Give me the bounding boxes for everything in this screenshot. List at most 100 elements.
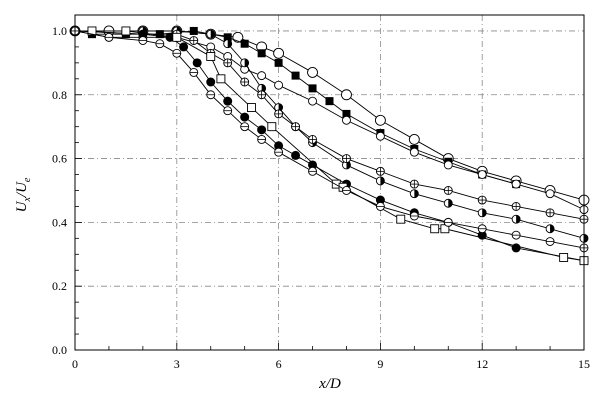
data-point-open-circle	[409, 147, 419, 157]
y-tick-label: 0.0	[52, 343, 67, 357]
x-tick-label: 6	[276, 357, 282, 371]
data-point-circle-plus	[545, 208, 555, 218]
data-point-open-circle	[342, 115, 351, 125]
y-tick-label: 1.0	[52, 24, 67, 38]
marker-half-fill	[380, 176, 385, 185]
data-point-circle-plus	[342, 154, 351, 164]
data-series	[69, 25, 590, 266]
data-point-half-filled-circle	[240, 58, 250, 68]
data-point-filled-square	[274, 58, 283, 67]
data-point-circle-plus	[308, 134, 317, 144]
data-point-circle-plus	[375, 166, 385, 176]
marker-circle	[274, 80, 284, 90]
data-point-open-circle	[341, 89, 352, 101]
data-point-open-square	[430, 224, 440, 234]
y-tick-label: 0.2	[52, 279, 67, 293]
data-point-circle-minus	[443, 217, 453, 227]
x-tick-label: 9	[377, 357, 383, 371]
data-point-filled-circle	[257, 125, 267, 135]
data-point-circle-minus	[189, 67, 199, 77]
data-point-open-circle	[374, 114, 386, 126]
series-line	[74, 30, 585, 249]
marker-circle	[545, 189, 555, 199]
data-point-circle-minus	[172, 48, 182, 58]
data-point-half-filled-circle	[274, 103, 284, 112]
series-4	[70, 26, 589, 243]
marker-circle	[375, 131, 385, 141]
marker-half-fill	[244, 58, 249, 67]
data-point-circle-minus	[138, 36, 148, 45]
series-6	[70, 26, 589, 266]
data-point-open-square	[206, 52, 216, 61]
data-point-half-filled-circle	[443, 198, 453, 208]
series-2	[87, 26, 521, 189]
data-point-circle-plus	[223, 58, 233, 68]
data-point-circle-minus	[274, 147, 284, 157]
data-point-open-circle	[477, 170, 487, 179]
marker-circle	[409, 147, 419, 157]
data-point-circle-plus	[274, 109, 284, 119]
data-point-filled-square	[240, 39, 249, 48]
data-point-circle-minus	[206, 90, 216, 100]
y-axis-label: Ux/Ue	[14, 177, 33, 212]
y-tick-label: 0.8	[52, 88, 67, 102]
x-tick-label: 12	[476, 357, 488, 371]
data-point-circle-minus	[375, 201, 385, 211]
data-point-open-circle	[545, 189, 555, 199]
x-tick-label: 3	[174, 357, 180, 371]
data-point-filled-square	[291, 71, 300, 80]
data-point-filled-circle	[165, 32, 175, 42]
data-point-open-square	[216, 74, 226, 84]
data-point-circle-minus	[257, 134, 267, 144]
x-tick-labels: 0 3 6 9 12 15	[72, 357, 590, 371]
data-point-circle-minus	[240, 122, 250, 132]
data-point-circle-plus	[189, 36, 199, 45]
data-point-circle-plus	[477, 195, 487, 205]
data-point-half-filled-circle	[375, 176, 385, 186]
series-8	[70, 26, 589, 253]
series-7	[87, 26, 589, 266]
marker-circle	[374, 114, 386, 126]
data-point-filled-circle	[138, 29, 148, 39]
data-point-half-filled-circle	[409, 189, 419, 199]
data-point-circle-minus	[155, 39, 165, 49]
data-point-open-square	[559, 253, 569, 262]
data-point-open-circle	[273, 47, 285, 59]
marker-half-fill	[278, 103, 283, 112]
marker-circle	[308, 96, 317, 106]
marker-circle	[257, 71, 267, 81]
data-point-open-circle	[408, 133, 420, 145]
data-point-open-square	[121, 26, 131, 36]
x-axis-label: x/D	[318, 376, 341, 392]
marker-circle	[342, 115, 351, 125]
marker-half-fill	[346, 160, 351, 169]
data-point-filled-square	[189, 26, 198, 35]
marker-half-fill	[414, 189, 419, 198]
series-line	[74, 30, 585, 211]
y-tick-label: 0.6	[52, 152, 67, 166]
data-point-circle-minus	[223, 106, 233, 116]
data-point-circle-minus	[308, 166, 317, 176]
data-point-filled-circle	[206, 77, 216, 87]
marker-circle	[511, 179, 521, 189]
data-point-circle-minus	[409, 211, 419, 221]
series-line	[91, 30, 585, 262]
marker-half-fill	[584, 234, 588, 243]
data-point-circle-plus	[511, 201, 521, 211]
marker-circle	[341, 89, 352, 101]
data-point-open-circle	[257, 71, 267, 81]
data-point-circle-plus	[291, 122, 301, 132]
marker-circle	[307, 66, 318, 78]
data-point-filled-circle	[511, 243, 521, 253]
data-point-circle-minus	[477, 224, 487, 234]
data-point-filled-circle	[375, 195, 385, 205]
data-point-filled-square	[257, 49, 266, 58]
data-point-filled-circle	[291, 150, 301, 160]
data-point-half-filled-circle	[342, 160, 351, 170]
data-point-open-square	[247, 103, 256, 112]
series-3	[70, 26, 589, 215]
data-point-circle-plus	[409, 179, 419, 189]
data-point-filled-circle	[308, 160, 318, 170]
data-point-filled-circle	[274, 141, 284, 151]
